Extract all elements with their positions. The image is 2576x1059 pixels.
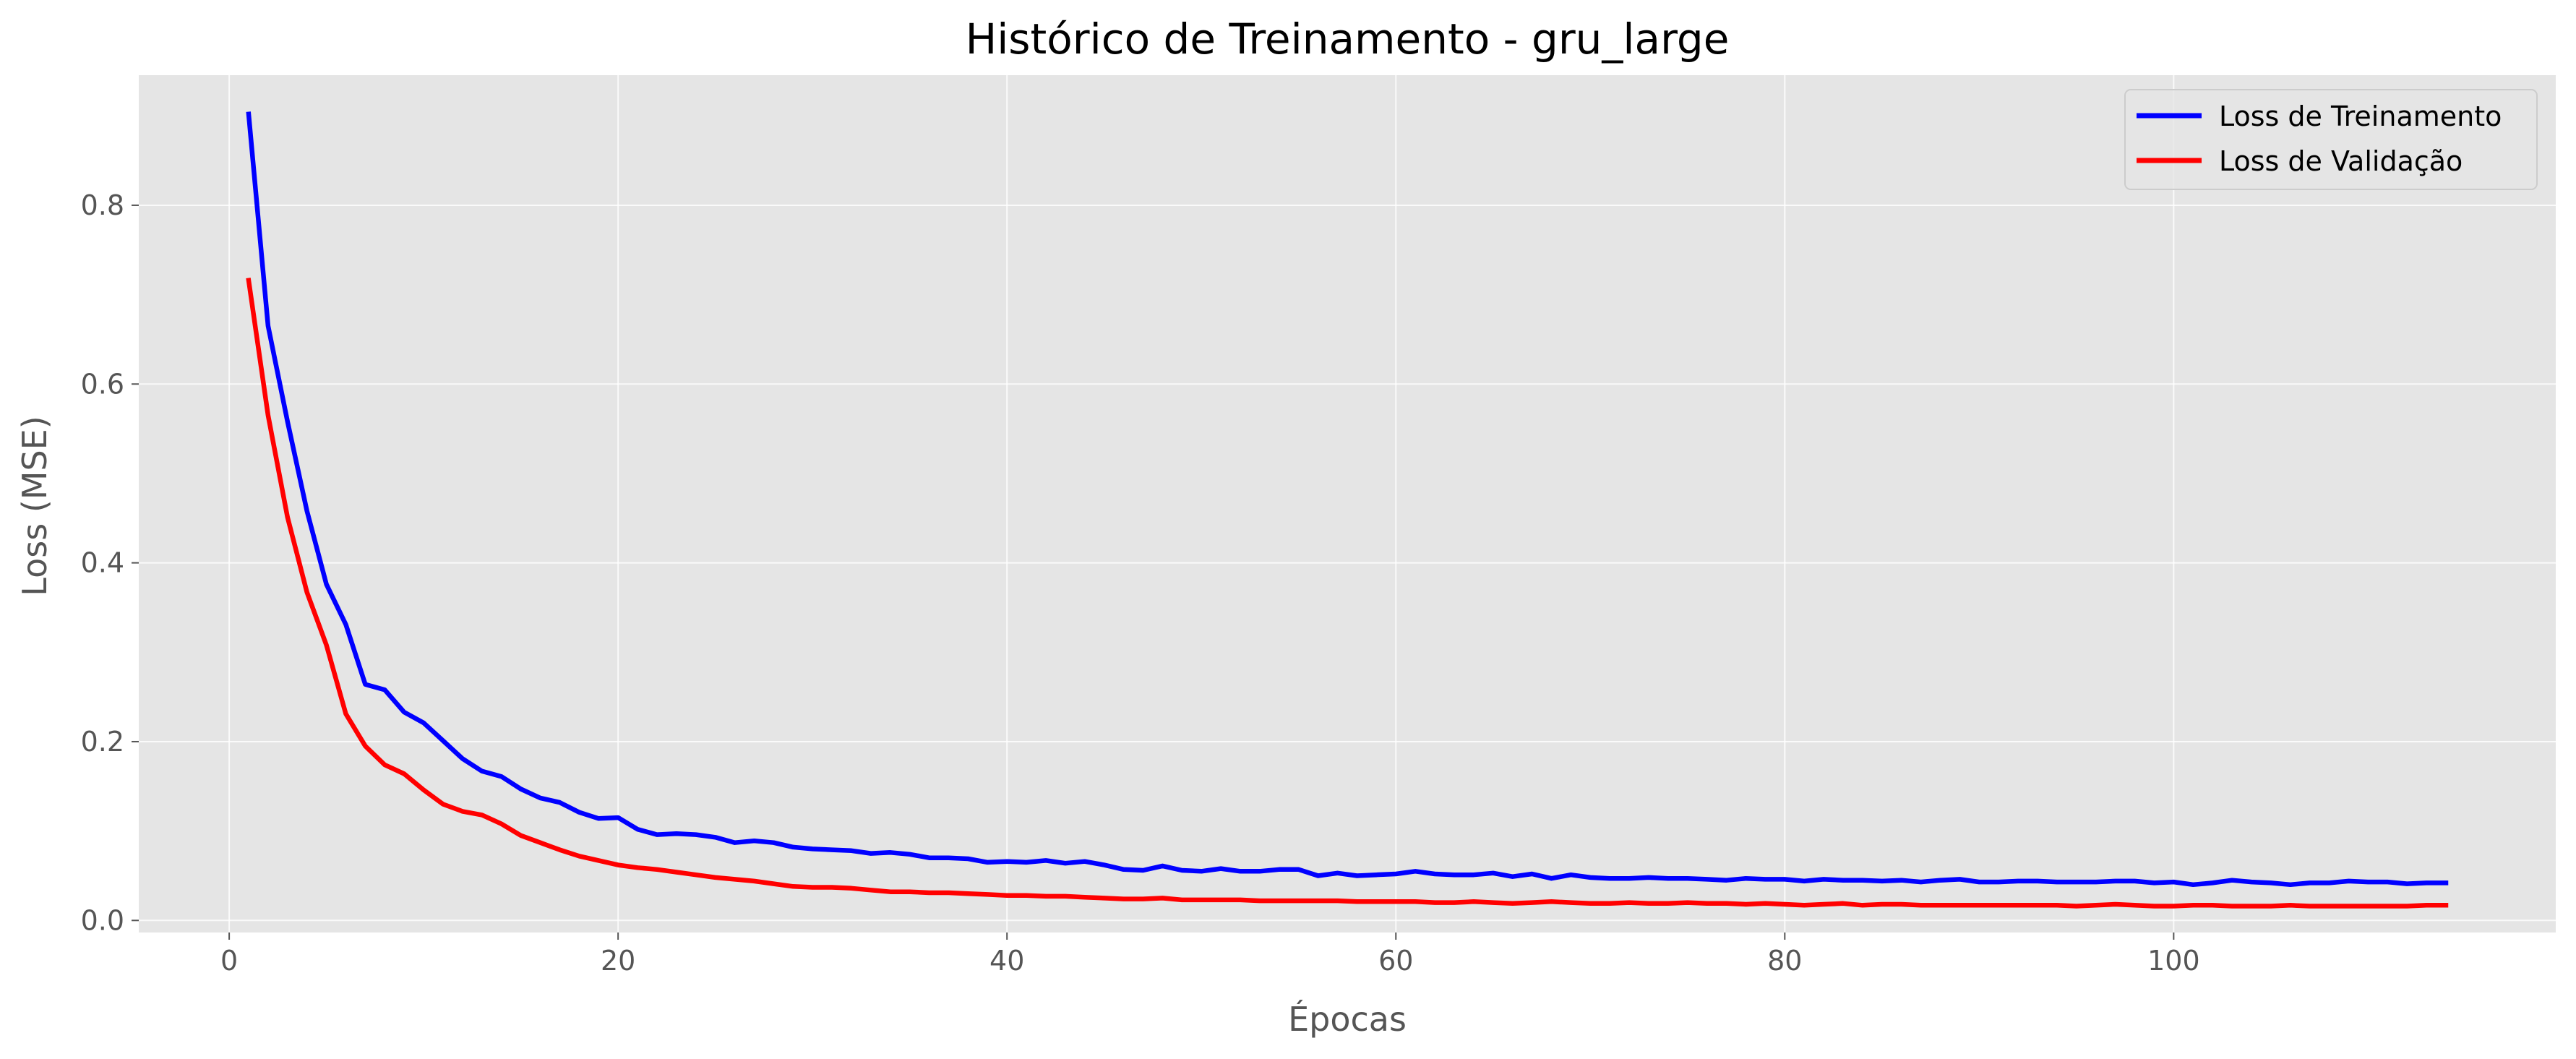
legend: Loss de Treinamento Loss de Validação [2124, 89, 2538, 190]
x-tick-label: 20 [601, 945, 635, 977]
y-tick-label: 0.4 [81, 547, 124, 579]
series-lines [246, 111, 2449, 909]
x-axis-label: Épocas [1288, 1000, 1407, 1039]
legend-label-validation: Loss de Validação [2219, 145, 2463, 177]
y-tick-label: 0.8 [81, 189, 124, 221]
x-tick-label: 40 [989, 945, 1024, 977]
axis-ticks: 0 20 40 60 80 100 0.0 0.2 0.4 0.6 0.8 [81, 189, 2200, 977]
x-tick-label: 100 [2147, 945, 2200, 977]
series-line-train [246, 111, 2449, 888]
grid-lines [139, 75, 2556, 932]
y-tick-label: 0.6 [81, 368, 124, 400]
x-tick-label: 0 [220, 945, 238, 977]
y-axis-label: Loss (MSE) [15, 416, 54, 596]
y-tick-label: 0.2 [81, 726, 124, 758]
chart-title: Histórico de Treinamento - gru_large [966, 14, 1730, 64]
legend-box [2124, 89, 2538, 190]
x-tick-label: 60 [1378, 945, 1413, 977]
plot-area [139, 75, 2556, 932]
x-tick-label: 80 [1767, 945, 1802, 977]
series-line-validation [246, 278, 2449, 909]
legend-label-train: Loss de Treinamento [2219, 100, 2502, 132]
y-tick-label: 0.0 [81, 904, 124, 936]
